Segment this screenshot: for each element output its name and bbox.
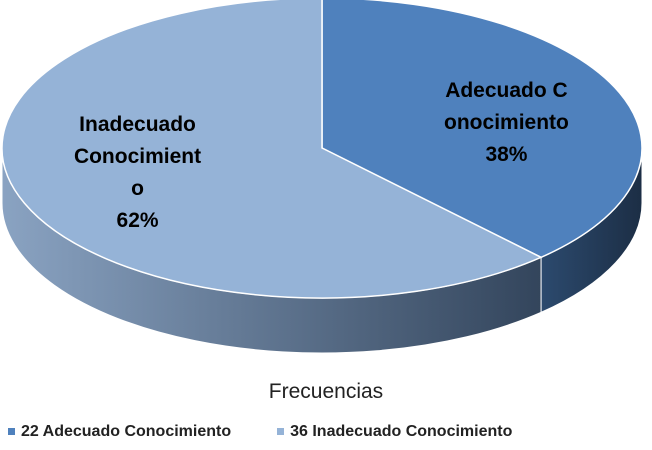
data-label-name: Adecuado Conocimiento [444,79,569,135]
data-label: Adecuado Conocimiento 38% [431,75,581,171]
legend-swatch [8,428,15,436]
data-label-value: 38% [485,143,528,167]
legend-item: 36 Inadecuado Conocimiento [277,423,512,441]
chart-title: Frecuencias [268,380,384,403]
legend-label: 36 Inadecuado Conocimiento [290,423,513,440]
data-label-name: Inadecuado Conocimiento [73,112,202,200]
data-label-value: 62% [116,208,159,232]
data-label: Inadecuado Conocimiento 62% [63,109,213,237]
slice [321,0,643,259]
legend-swatch [277,428,285,436]
legend-label: 22 Adecuado Conocimiento [21,423,232,440]
legend: 22 Adecuado Conocimiento 36 Inadecuado Co… [8,423,558,441]
slice [1,0,543,299]
pie-area [1,0,643,354]
legend-item: 22 Adecuado Conocimiento [8,423,231,441]
